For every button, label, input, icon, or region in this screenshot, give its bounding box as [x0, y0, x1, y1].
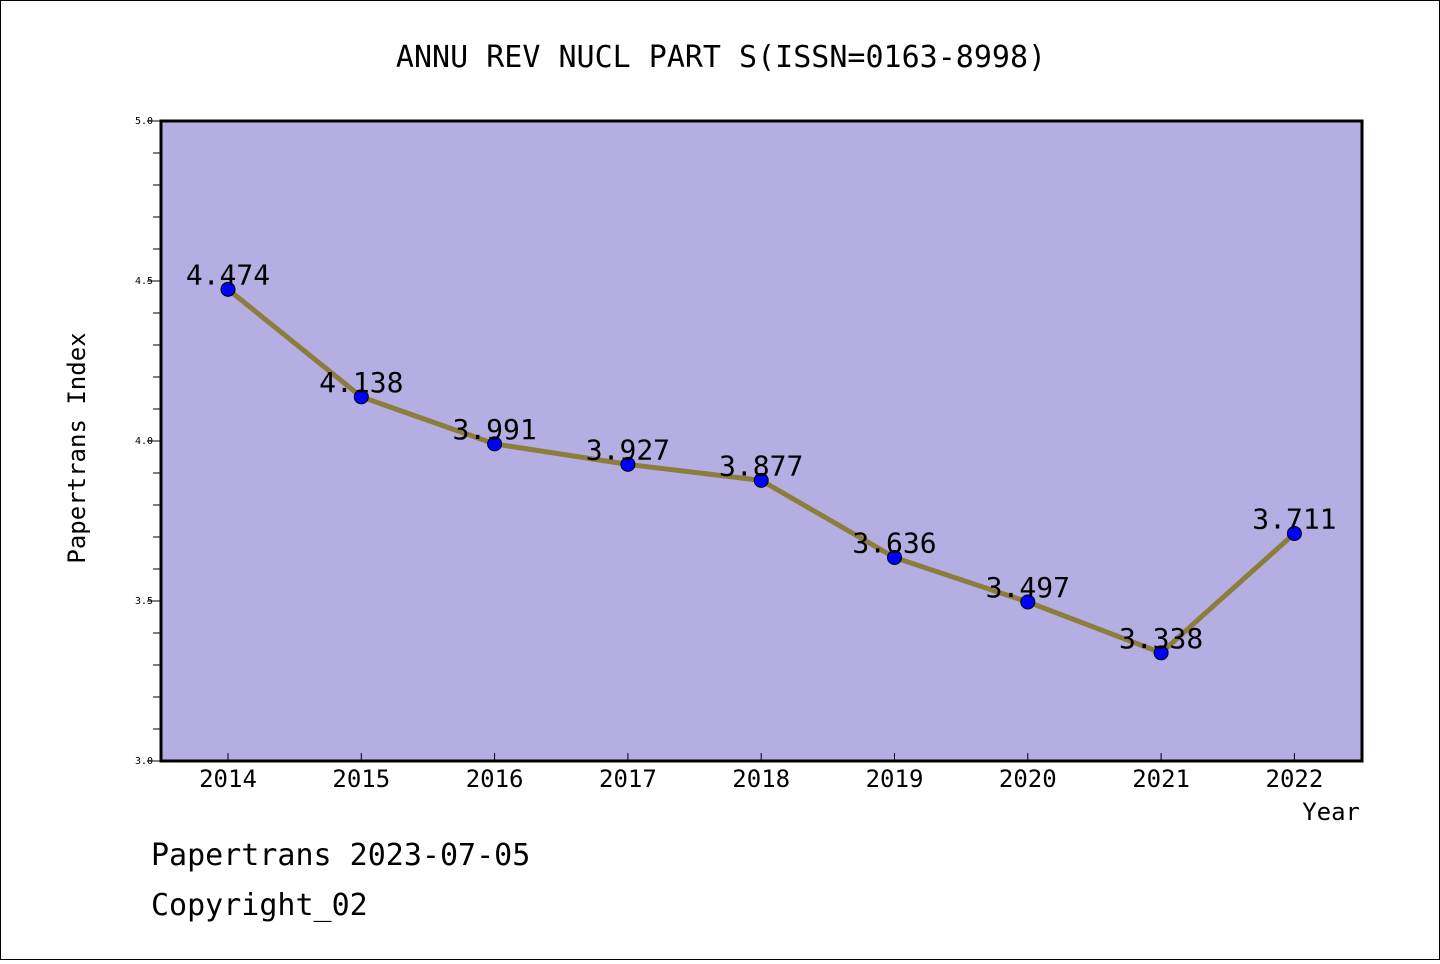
x-tick-label: 2021: [1132, 765, 1190, 793]
data-label: 3.338: [1119, 622, 1203, 655]
y-tick-label: 3.0: [135, 756, 153, 767]
chart-title: ANNU REV NUCL PART S(ISSN=0163-8998): [396, 40, 1046, 75]
data-label: 4.474: [186, 258, 270, 291]
data-label: 4.138: [319, 366, 403, 399]
data-point: [1153, 645, 1169, 661]
x-tick-label: 2019: [866, 765, 924, 793]
x-axis-title: Year: [1302, 798, 1360, 826]
series-points-group: [220, 281, 1302, 661]
y-tick-label: 4.0: [135, 436, 153, 447]
data-point: [353, 389, 369, 405]
x-axis-ticks: 2014 2015 2016 2017 2018 2019 2020 2021 2022: [199, 753, 1323, 793]
data-labels-group: 4.474 4.138 3.991 3.927 3.877 3.636 3.497 3.338…: [186, 258, 1337, 655]
data-point: [1020, 594, 1036, 610]
data-label: 3.636: [852, 526, 936, 559]
y-axis-ticks: 3.0 3.5 4.0 4.5 5.0: [135, 116, 161, 767]
x-tick-label: 2016: [466, 765, 524, 793]
data-point: [220, 281, 236, 297]
y-tick-label: 5.0: [135, 116, 153, 127]
y-axis-title: Papertrans Index: [63, 332, 91, 563]
x-tick-label: 2022: [1266, 765, 1324, 793]
data-label: 3.877: [719, 449, 803, 482]
data-label: 3.711: [1252, 502, 1336, 535]
x-tick-label: 2018: [732, 765, 790, 793]
data-point: [487, 436, 503, 452]
data-label: 3.927: [586, 433, 670, 466]
x-tick-label: 2014: [199, 765, 257, 793]
data-point: [753, 472, 769, 488]
plot-area: [159, 119, 1364, 763]
data-point: [1286, 525, 1302, 541]
data-point: [620, 456, 636, 472]
x-tick-label: 2017: [599, 765, 657, 793]
y-tick-label: 4.5: [135, 276, 153, 287]
data-label: 3.497: [986, 571, 1070, 604]
y-tick-label: 3.5: [135, 596, 153, 607]
footer-copyright: Copyright_02: [151, 888, 368, 923]
x-tick-label: 2020: [999, 765, 1057, 793]
x-tick-label: 2015: [332, 765, 390, 793]
data-label: 3.991: [452, 413, 536, 446]
footer-date: Papertrans 2023-07-05: [151, 838, 530, 873]
data-point: [887, 549, 902, 565]
